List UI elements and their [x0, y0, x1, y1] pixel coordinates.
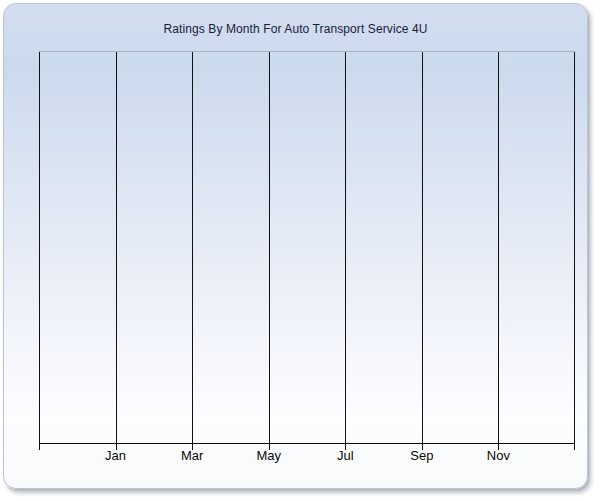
- gridline: [498, 52, 499, 443]
- gridline: [422, 52, 423, 443]
- x-axis-tick-labels: Jan Mar May Jul Sep Nov: [39, 448, 575, 466]
- x-axis-tick-label: May: [256, 448, 281, 463]
- gridline: [39, 52, 40, 443]
- x-axis-tick-label: Mar: [181, 448, 203, 463]
- x-axis-tick-label: Sep: [410, 448, 433, 463]
- x-axis-tick-label: Nov: [487, 448, 510, 463]
- gridline: [116, 52, 117, 443]
- plot-area: [39, 51, 575, 444]
- x-axis-tick-label: Jan: [105, 448, 126, 463]
- chart-title: Ratings By Month For Auto Transport Serv…: [4, 22, 587, 36]
- gridline: [192, 52, 193, 443]
- gridline: [574, 52, 575, 443]
- x-axis-tick-label: Jul: [337, 448, 354, 463]
- screenshot-stage: Ratings By Month For Auto Transport Serv…: [0, 0, 600, 500]
- chart-panel: Ratings By Month For Auto Transport Serv…: [3, 3, 588, 489]
- gridline: [345, 52, 346, 443]
- gridline: [269, 52, 270, 443]
